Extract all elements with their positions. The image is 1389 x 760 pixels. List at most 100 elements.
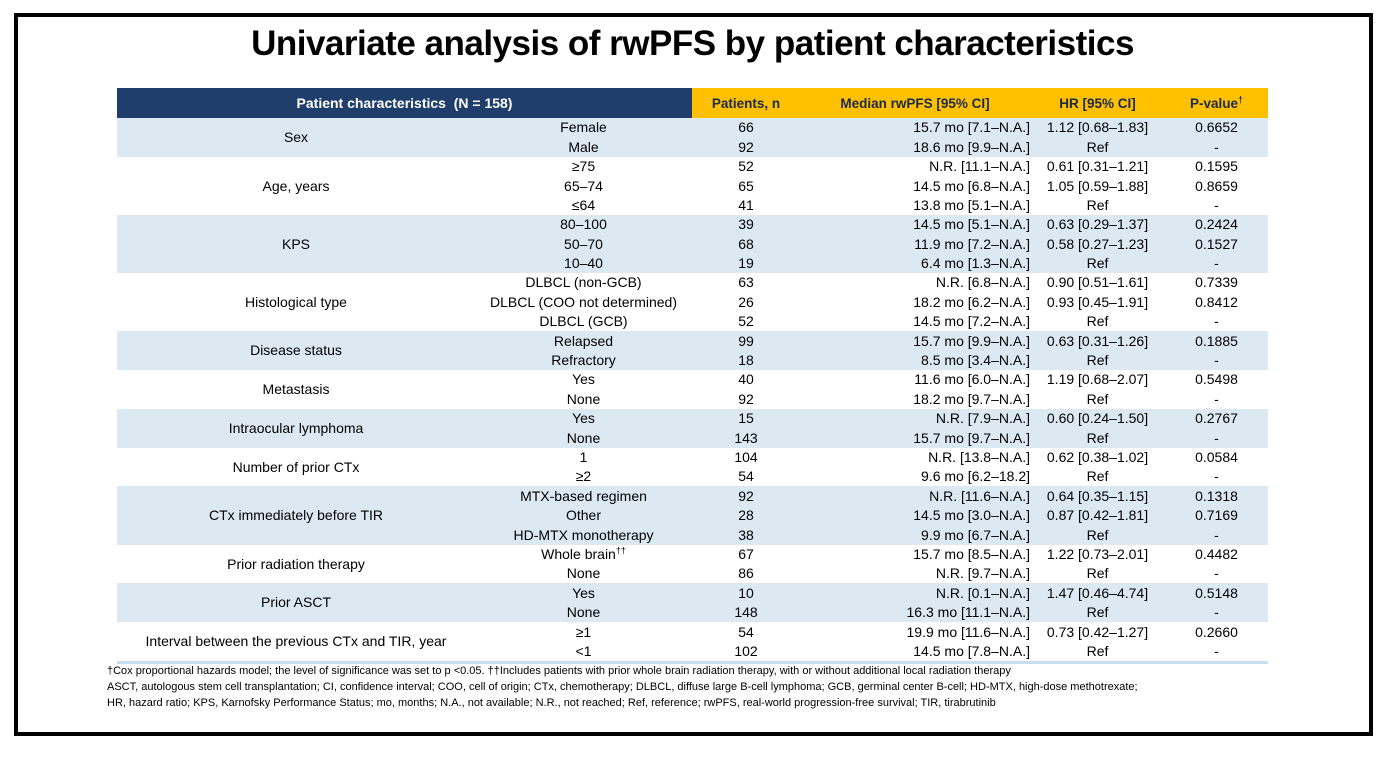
category-value-text: Yes bbox=[572, 584, 595, 601]
category-value: 50–70 bbox=[475, 234, 692, 254]
category-value: Other bbox=[475, 505, 692, 526]
table-row: Metastasis Yes 40 11.6 mo [6.0–N.A.] 1.19 [0… bbox=[117, 370, 1268, 397]
median-rwpfs: N.R. [7.9–N.A.] bbox=[800, 408, 1030, 429]
category-value-text: Relapsed bbox=[553, 332, 614, 349]
p-value: - bbox=[1214, 196, 1219, 213]
category-value: <1 bbox=[475, 642, 692, 661]
patients-n: 92 bbox=[692, 486, 800, 506]
category-value-text: Other bbox=[565, 507, 601, 524]
hazard-ratio: Ref bbox=[1030, 350, 1165, 371]
category-value: Whole brain†† bbox=[475, 545, 692, 564]
category-value-text: Whole brain bbox=[541, 545, 616, 562]
median-rwpfs: 15.7 mo [7.1–N.A.] bbox=[800, 118, 1030, 138]
hazard-ratio: 0.64 [0.35–1.15] bbox=[1030, 486, 1165, 506]
median-rwpfs: 14.5 mo [5.1–N.A.] bbox=[800, 214, 1030, 235]
characteristic-label: Metastasis bbox=[262, 381, 330, 398]
category-value: Male bbox=[475, 137, 692, 157]
category-value-text: ≥2 bbox=[575, 468, 592, 485]
category-value-text: Refractory bbox=[551, 352, 616, 369]
table-row: DLBCL (GCB) 52 14.5 mo [7.2–N.A.] Ref - bbox=[117, 312, 1268, 331]
median-rwpfs: 14.5 mo [7.2–N.A.] bbox=[913, 313, 1030, 330]
p-value: - bbox=[1214, 642, 1219, 659]
median-rwpfs: N.R. [0.1–N.A.] bbox=[800, 583, 1030, 603]
patients-n: 86 bbox=[738, 565, 754, 582]
p-value: 0.7339 bbox=[1195, 274, 1238, 291]
category-value-text: DLBCL (COO not determined) bbox=[490, 293, 677, 310]
page-title: Univariate analysis of rwPFS by patient … bbox=[251, 24, 1134, 63]
table-row: 50–70 68 11.9 mo [7.2–N.A.] 0.58 [0.27–1.23… bbox=[117, 234, 1268, 254]
univariate-analysis-table: Patient characteristics (N = 158) Patien… bbox=[117, 88, 1268, 664]
table-row: Refractory 18 8.5 mo [3.4–N.A.] Ref - bbox=[117, 350, 1268, 371]
table-body: Sex Female 66 15.7 mo [7.1–N.A.] 1.12 [0.68–… bbox=[117, 118, 1268, 661]
double-dagger-superscript: †† bbox=[615, 545, 626, 556]
table-row: ≤64 41 13.8 mo [5.1–N.A.] Ref - bbox=[117, 196, 1268, 215]
p-value: 0.4482 bbox=[1195, 545, 1238, 562]
hazard-ratio: Ref bbox=[1086, 642, 1109, 659]
median-rwpfs: 18.2 mo [6.2–N.A.] bbox=[913, 293, 1030, 310]
footnote-line: †Cox proportional hazards model; the lev… bbox=[107, 665, 1011, 677]
table-row: CTx immediately before TIR MTX-based regi… bbox=[117, 486, 1268, 545]
hazard-ratio: Ref bbox=[1086, 468, 1109, 485]
patients-n: 148 bbox=[692, 602, 800, 623]
header-patient-characteristics: Patient characteristics (N = 158) bbox=[117, 88, 692, 118]
category-value: Yes bbox=[475, 408, 692, 429]
hazard-ratio: Ref bbox=[1030, 602, 1165, 623]
category-value-text: DLBCL (non-GCB) bbox=[525, 274, 642, 291]
characteristic-label: Disease status bbox=[117, 331, 475, 371]
median-rwpfs: 8.5 mo [3.4–N.A.] bbox=[800, 350, 1030, 371]
category-value: Refractory bbox=[475, 350, 692, 371]
p-value: 0.0584 bbox=[1195, 448, 1238, 465]
category-value: ≥1 bbox=[475, 622, 692, 641]
p-value: - bbox=[1214, 313, 1219, 330]
header-p-value: P-value† bbox=[1165, 88, 1268, 118]
patients-n: 52 bbox=[738, 313, 754, 330]
patients-n: 102 bbox=[734, 642, 758, 659]
patients-n: 65 bbox=[738, 177, 754, 194]
header-hr: HR [95% CI] bbox=[1030, 88, 1165, 118]
category-value: 10–40 bbox=[475, 253, 692, 274]
footnote-line: HR, hazard ratio; KPS, Karnofsky Perform… bbox=[107, 697, 996, 709]
hazard-ratio: 1.22 [0.73–2.01] bbox=[1046, 545, 1149, 562]
category-value-text: Male bbox=[568, 138, 599, 155]
category-value-text: Yes bbox=[572, 410, 595, 427]
header-median-rwpfs: Median rwPFS [95% CI] bbox=[800, 88, 1030, 118]
table-row: 10–40 19 6.4 mo [1.3–N.A.] Ref - bbox=[117, 253, 1268, 274]
category-value: 65–74 bbox=[475, 176, 692, 195]
median-rwpfs: N.R. [11.6–N.A.] bbox=[800, 486, 1030, 506]
p-value: - bbox=[1165, 350, 1268, 371]
category-value-text: None bbox=[566, 429, 601, 446]
p-value: 0.1318 bbox=[1165, 486, 1268, 506]
footnote-line: ASCT, autologous stem cell transplantati… bbox=[107, 681, 1138, 693]
median-rwpfs: 14.5 mo [3.0–N.A.] bbox=[800, 505, 1030, 526]
hazard-ratio: 0.60 [0.24–1.50] bbox=[1030, 408, 1165, 429]
hazard-ratio: Ref bbox=[1086, 390, 1109, 407]
header-p-value-label: P-value bbox=[1189, 95, 1238, 111]
category-value-text: Female bbox=[560, 119, 607, 136]
category-value: DLBCL (COO not determined) bbox=[475, 293, 692, 312]
p-value: - bbox=[1165, 253, 1268, 274]
patients-n: 92 bbox=[738, 390, 754, 407]
characteristic-label: KPS bbox=[117, 214, 475, 274]
hazard-ratio: Ref bbox=[1030, 525, 1165, 545]
characteristics-table: Patient characteristics (N = 158) Patien… bbox=[117, 88, 1268, 661]
table-row: DLBCL (COO not determined) 26 18.2 mo [6.2… bbox=[117, 293, 1268, 312]
median-rwpfs: N.R. [9.7–N.A.] bbox=[935, 565, 1030, 582]
p-value: 0.2660 bbox=[1195, 623, 1238, 640]
p-value: 0.8659 bbox=[1195, 177, 1238, 194]
table-row: Intraocular lymphoma Yes 15 N.R. [7.9–N.A.]… bbox=[117, 408, 1268, 448]
median-rwpfs: 9.6 mo [6.2–18.2] bbox=[921, 468, 1030, 485]
p-value: 0.1527 bbox=[1165, 234, 1268, 254]
category-value-text: 65–74 bbox=[564, 177, 603, 194]
category-value-text: DLBCL (GCB) bbox=[539, 313, 628, 330]
table-row: None 92 18.2 mo [9.7–N.A.] Ref - bbox=[117, 389, 1268, 408]
p-value: - bbox=[1165, 602, 1268, 623]
table-row: None 143 15.7 mo [9.7–N.A.] Ref - bbox=[117, 428, 1268, 448]
median-rwpfs: N.R. [13.8–N.A.] bbox=[928, 448, 1030, 465]
hazard-ratio: 0.93 [0.45–1.91] bbox=[1046, 293, 1149, 310]
hazard-ratio: Ref bbox=[1086, 313, 1109, 330]
category-value-text: 10–40 bbox=[564, 255, 603, 272]
table-row: Prior ASCT Yes 10 N.R. [0.1–N.A.] 1.47 [0.46… bbox=[117, 583, 1268, 623]
table-row: Number of prior CTx 1 104 N.R. [13.8–N.A.] 0… bbox=[117, 448, 1268, 474]
median-rwpfs: N.R. [11.1–N.A.] bbox=[929, 158, 1030, 175]
patients-n: 40 bbox=[738, 371, 754, 388]
